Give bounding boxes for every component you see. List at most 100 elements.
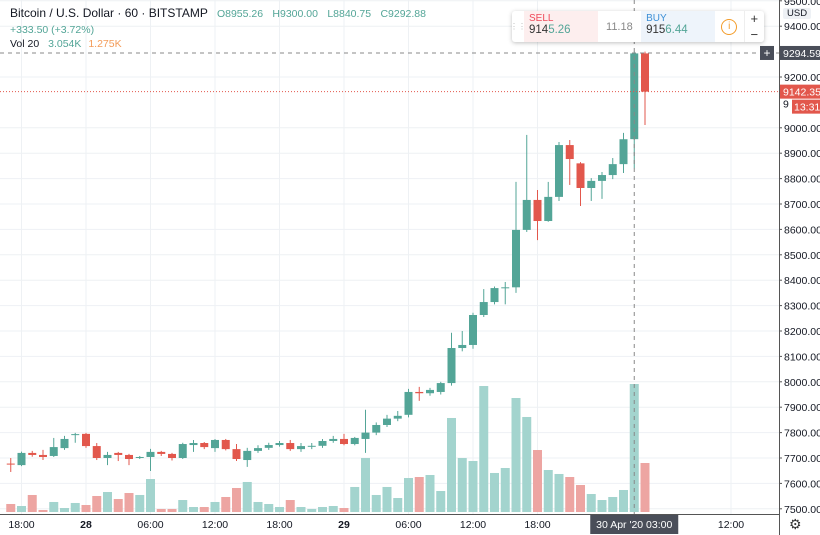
candle-body <box>555 145 563 197</box>
volume-bar <box>479 386 489 512</box>
time-tick-label: 06:00 <box>137 519 163 531</box>
time-tick-label: 29 <box>338 519 350 531</box>
buy-price-head: 915 <box>646 24 666 36</box>
candle-body <box>608 164 617 176</box>
price-tick-label-partial: 9 <box>783 98 789 110</box>
volume-bar <box>640 463 650 512</box>
volume-bar <box>522 416 532 512</box>
candle-body <box>264 445 273 448</box>
volume-bar <box>124 493 134 512</box>
candle-body <box>178 444 187 458</box>
volume-legend: Vol 20 3.054K 1.275K <box>10 38 122 50</box>
ohlc-low: L8840.75 <box>327 8 372 20</box>
volume-bar <box>533 450 542 512</box>
volume-bars <box>6 384 650 512</box>
volume-bar <box>221 496 231 512</box>
price-tick-label: 8000.00 <box>784 377 820 389</box>
volume-bar <box>60 508 69 512</box>
price-tick-label: 7800.00 <box>784 428 820 440</box>
candle-body <box>6 463 15 465</box>
spread-value: 11.18 <box>606 20 633 33</box>
price-tick-label: 7700.00 <box>784 453 820 465</box>
candle-body <box>641 53 649 92</box>
currency-label[interactable]: USD <box>783 8 812 19</box>
price-tick-label: 8800.00 <box>784 174 820 186</box>
volume-bar <box>425 474 435 512</box>
info-button[interactable]: i <box>715 11 744 42</box>
grid <box>0 0 779 514</box>
volume-bar <box>38 509 48 512</box>
candles <box>6 51 649 472</box>
candle-body <box>39 454 47 457</box>
volume-bar <box>318 507 327 512</box>
ohlc-high: H9300.00 <box>272 8 318 20</box>
price-tick-label: 9200.00 <box>784 72 820 84</box>
time-tick-label: 06:00 <box>395 519 421 531</box>
candle-body <box>168 453 176 458</box>
volume-bar <box>339 508 349 512</box>
volume-bar <box>543 470 553 512</box>
candle-body <box>576 163 585 188</box>
drag-handle-icon[interactable]: ⋮⋮ <box>510 22 526 31</box>
candle-body <box>17 452 26 466</box>
candle-body <box>544 196 553 222</box>
volume-bar <box>382 486 392 512</box>
legend-row-change: +333.50 (+3.72%) <box>10 21 505 37</box>
candle-body <box>512 229 520 288</box>
crosshair-price-tag <box>780 45 820 60</box>
price-tick-label: 8900.00 <box>784 148 820 160</box>
candle-body <box>619 139 628 165</box>
volume-bar <box>565 477 575 512</box>
symbol-legend: Bitcoin / U.S. Dollar · 60 · BITSTAMP O8… <box>10 5 505 37</box>
candle-body <box>415 391 424 394</box>
candle-body <box>393 415 402 419</box>
candle-body <box>436 383 445 392</box>
volume-bar <box>113 499 123 512</box>
candle-body <box>522 199 531 230</box>
volume-bar <box>608 496 618 512</box>
volume-bar <box>232 487 241 512</box>
candle-body <box>350 437 359 445</box>
candle-body <box>329 438 338 441</box>
candle-body <box>490 288 499 303</box>
volume-bar <box>371 494 381 512</box>
candle-body <box>426 389 434 394</box>
gear-icon[interactable]: ⚙ <box>789 516 802 532</box>
volume-bar <box>210 501 220 512</box>
zoom-out-button[interactable]: − <box>750 26 759 42</box>
volume-bar <box>135 494 145 512</box>
volume-bar <box>285 500 295 512</box>
legend-row-main: Bitcoin / U.S. Dollar · 60 · BITSTAMP O8… <box>10 5 505 21</box>
time-tick-label: 18:00 <box>8 519 34 531</box>
sell-button[interactable]: SELL 9145.26 <box>524 11 598 42</box>
volume-bar <box>586 494 596 512</box>
time-tick-label: 28 <box>80 519 92 531</box>
price-tick-label: 9000.00 <box>784 123 820 135</box>
candle-body <box>501 287 510 289</box>
price-tick-label: 8200.00 <box>784 326 820 338</box>
volume-bar <box>17 506 26 512</box>
time-tick-label: 12:00 <box>202 519 228 531</box>
candle-body <box>458 344 467 349</box>
ohlc-close: C9292.88 <box>380 8 426 20</box>
buy-button[interactable]: BUY 9156.44 <box>641 11 715 42</box>
candle-body <box>286 443 295 450</box>
volume-bar <box>156 508 166 512</box>
time-tick-label: 18:00 <box>266 519 292 531</box>
candle-body <box>157 451 166 454</box>
volume-ma: 1.275K <box>88 38 122 50</box>
candle-body <box>372 424 381 433</box>
candle-body <box>135 456 144 458</box>
volume-bar <box>307 508 317 512</box>
time-tick-label: 12:00 <box>718 519 744 531</box>
volume-bar <box>81 505 91 512</box>
zoom-in-button[interactable]: + <box>750 11 759 27</box>
price-tick-label: 8100.00 <box>784 351 820 363</box>
volume-label[interactable]: Vol 20 <box>10 38 40 50</box>
candle-body <box>297 446 305 450</box>
symbol-title[interactable]: Bitcoin / U.S. Dollar · 60 · BITSTAMP <box>10 6 208 20</box>
volume-bar <box>199 507 209 512</box>
volume-bar <box>393 498 403 512</box>
